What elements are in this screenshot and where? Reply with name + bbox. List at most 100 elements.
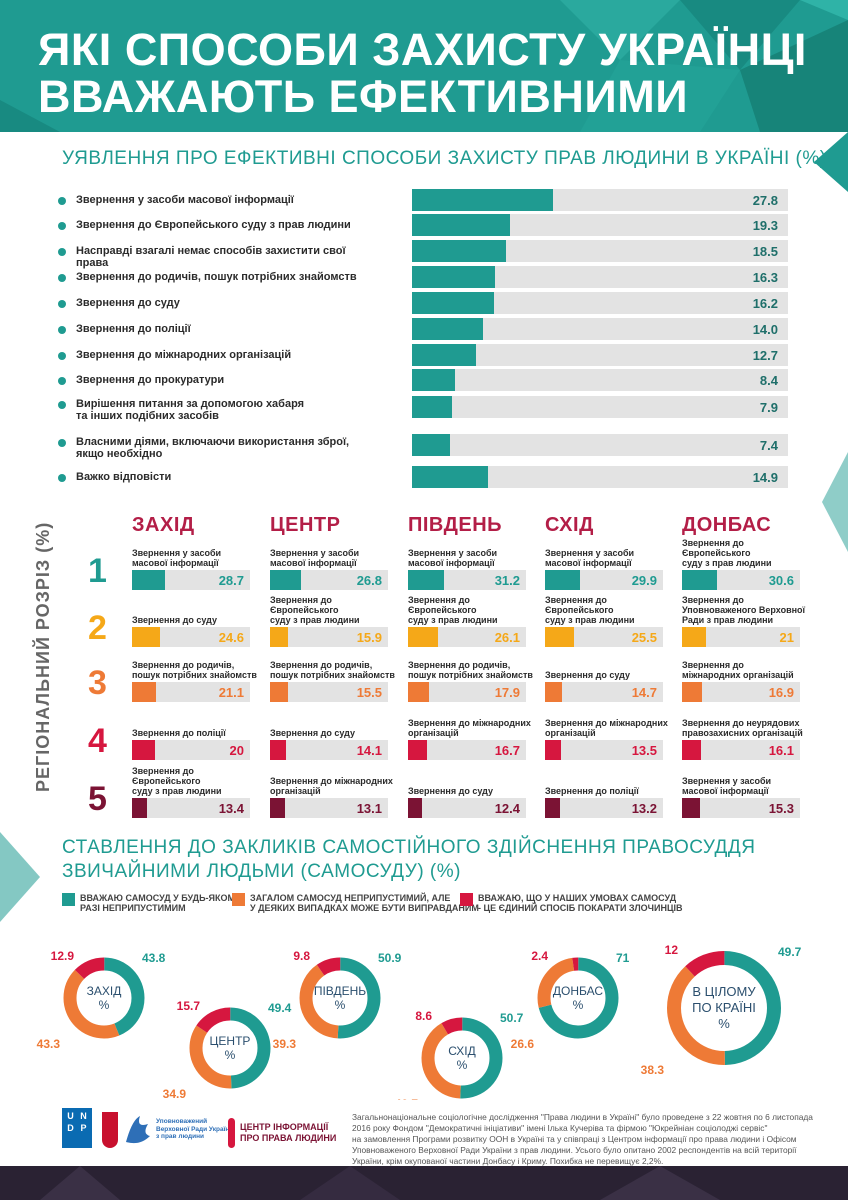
region-cell-label-line: Звернення до родичів, [408,660,511,670]
bottom-band [0,1166,848,1200]
region-value: 15.5 [356,685,382,700]
donut-segment [421,1017,503,1099]
region-value: 28.7 [218,573,244,588]
region-bar [132,627,161,647]
region-cell-track: 16.1 [682,740,800,760]
donut-center-label: В ЦІЛОМУ [692,984,756,999]
donut-segment [63,957,145,1039]
legend-label-line: У ДЕЯКИХ ВИПАДКАХ МОЖЕ БУТИ ВИПРАВДАНИМ [250,903,479,913]
section1-title: УЯВЛЕННЯ ПРО ЕФЕКТИВНІ СПОСОБИ ЗАХИСТУ П… [62,148,827,169]
bar-track: 18.5 [412,240,788,262]
bar-track: 14.9 [412,466,788,488]
region-cell-label-line: масової інформації [408,558,495,568]
region-cell-label-line: Звернення до суду [270,728,355,738]
region-cell: Звернення до родичів, пошук потрібних зна… [408,640,533,702]
region-cell-label-line: Звернення до [682,595,744,605]
region-value: 16.9 [768,685,794,700]
region-cell-label-line: суду з прав людини [132,786,222,796]
bar-value: 16.3 [752,270,778,285]
region-cell-label-line: Звернення у засоби [270,548,360,558]
region-heading: ЗАХІД [132,514,195,536]
section3-title: СТАВЛЕННЯ ДО ЗАКЛИКІВ САМОСТІЙНОГО ЗДІЙС… [62,836,756,884]
legend-label: ЗАГАЛОМ САМОСУД НЕПРИПУСТИМИЙ, АЛЕ У ДЕЯК… [250,893,479,913]
region-bar [408,627,439,647]
region-cell: Звернення до поліції 20 [132,698,250,760]
region-value: 24.6 [218,630,244,645]
region-bar [408,798,423,818]
donut-value-label: 49.7 [778,945,802,959]
rank-number: 1 [88,552,107,590]
region-cell-label-line: Звернення до Європейського [270,595,339,615]
hand-icon [126,1116,150,1144]
bullet-dot [58,401,66,409]
bullet-dot [58,300,66,308]
region-cell-track: 25.5 [545,627,663,647]
side-pattern [814,132,848,552]
region-cell-label-line: Звернення до суду [408,786,493,796]
region-cell-track: 16.7 [408,740,526,760]
region-cell-label-line: Звернення до суду [132,615,217,625]
region-cell-label-line: Уповноваженого Верховної [682,605,806,615]
region-bar [545,627,575,647]
region-cell-label: Звернення до міжнародних організацій [545,718,671,738]
donut-center-label: % [99,998,110,1012]
donut-value-label: 39.3 [273,1037,297,1051]
donut-segment [667,951,781,1065]
region-cell: Звернення у засоби масової інформації 26.8 [270,528,388,590]
region-value: 21.1 [218,685,244,700]
region-value: 29.9 [631,573,657,588]
donut-value-label: 71 [616,951,630,965]
donut-center-label: % [457,1058,468,1072]
region-cell-label-line: організацій [270,786,321,796]
region-value: 26.1 [494,630,520,645]
region-value: 30.6 [768,573,794,588]
region-cell-label: Звернення до неурядових правозахисних орг… [682,718,808,738]
region-cell-label-line: Звернення до Європейського [682,538,751,558]
bar [412,292,495,314]
region-cell-label-line: Звернення до [682,660,744,670]
bullet-dot [58,326,66,334]
region-cell-label: Звернення до поліції [132,728,258,738]
rank-number: 2 [88,609,107,647]
donut-value-label: 43.3 [37,1037,61,1051]
region-cell: Звернення до суду 24.6 [132,585,250,647]
bar-track: 7.4 [412,434,788,456]
region-cell-label-line: Звернення до міжнародних [545,718,668,728]
donut-segment [299,957,381,1039]
header-banner: ЯКІ СПОСОБИ ЗАХИСТУ УКРАЇНЦІ ВВАЖАЮТЬ ЕФ… [0,0,848,132]
donut-segment [667,951,781,1065]
region-cell-track: 15.5 [270,682,388,702]
bullet-dot [58,439,66,447]
region-bar [682,798,700,818]
bar [412,266,495,288]
region-value: 14.1 [356,743,382,758]
region-cell-label: Звернення до суду [270,728,396,738]
donut-segment [537,957,619,1039]
bar-label-line: якщо необхідно [76,448,163,460]
legend-label-line: РАЗІ НЕПРИПУСТИМИМ [80,903,186,913]
region-cell-track: 13.5 [545,740,663,760]
region-value: 13.1 [356,801,382,816]
donut-center-label: % [718,1016,730,1031]
region-cell: Звернення до міжнародних організацій 16.7 [408,698,531,760]
region-cell: Звернення до Європейського суду з прав лю… [408,585,526,647]
region-cell-track: 15.3 [682,798,800,818]
region-cell-label: Звернення у засоби масової інформації [682,776,808,796]
region-cell: Звернення до Європейського суду з прав лю… [270,585,388,647]
donut-segment [537,957,619,1039]
region-cell-label-line: Звернення до родичів, [132,660,235,670]
region-value: 12.4 [494,801,520,816]
bullet-dot [58,222,66,230]
info-center-line-2: ПРО ПРАВА ЛЮДИНИ [240,1133,337,1143]
bar-value: 16.2 [752,296,778,311]
region-cell-track: 31.2 [408,570,526,590]
bar-row: Звернення до міжнародних організацій 12.7 [0,344,848,370]
undp-letter-u: U [67,1111,74,1121]
bar [412,466,488,488]
bar-row: Важко відповісти 14.9 [0,466,848,492]
region-cell-track: 20 [132,740,250,760]
bullet-dot [58,274,66,282]
legend-label: ВВАЖАЮ, ЩО У НАШИХ УМОВАХ САМОСУД - ЦЕ ЄД… [478,893,683,913]
footer-line-1: Загальнонаціональне соціологічне дослідж… [352,1112,813,1122]
bar-row: Звернення до Європейського суду з прав л… [0,214,848,240]
